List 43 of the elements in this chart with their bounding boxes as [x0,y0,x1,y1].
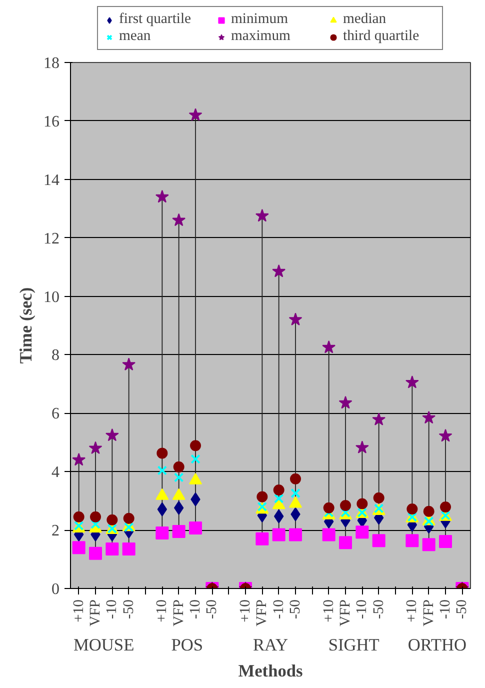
x-tick-label: VFP [88,599,104,626]
y-tick-label: 16 [44,113,60,130]
text: SIGHT [328,636,380,654]
y-tick-label: 0 [52,581,60,598]
x-tick-label: +10 [70,600,87,622]
y-axis-title: Time (sec) [16,287,36,364]
text: RAY [253,636,288,654]
legend-label: first quartile [119,11,192,28]
x-tick-label: -10 [104,599,120,620]
x-tick-label: VFP [338,599,354,626]
x-axis-title: Methods [238,662,304,680]
y-tick-label: 10 [44,288,60,306]
x-tick-label: +10 [238,600,254,622]
y-tick-label: 18 [44,55,60,72]
x-tick-label: -10 [188,599,204,620]
x-tick-label: VFP [170,599,187,626]
x-tick-label: +10 [320,600,337,622]
x-tick-label: -10 [354,599,370,620]
legend-label: third quartile [343,28,420,45]
x-tick-label: -50 [288,599,304,620]
text: MOUSE [74,636,134,654]
x-tick-label: -10 [270,599,287,620]
y-tick-label: 12 [44,230,60,248]
x-tick-label: -10 [438,599,454,620]
text: POS [171,636,204,654]
y-tick-label: 14 [44,172,60,189]
text: ORTHO [408,636,466,654]
x-tick-label: +10 [154,600,170,622]
x-tick-label: VFP [254,599,270,626]
legend-label: maximum [231,28,292,45]
x-tick-label: -50 [120,599,137,620]
x-tick-label: +10 [404,600,420,622]
y-tick-label: 2 [52,522,60,540]
legend-label: median [343,11,388,28]
y-tick-label: 6 [52,406,60,423]
legend-label: minimum [231,11,290,28]
x-tick-label: -50 [370,599,387,620]
y-tick-label: 4 [52,464,60,482]
y-tick-label: 8 [52,347,60,364]
legend-label: mean [119,28,152,45]
x-tick-label: -50 [204,599,220,620]
x-tick-label: VFP [420,599,437,626]
x-tick-label: -50 [454,599,470,620]
